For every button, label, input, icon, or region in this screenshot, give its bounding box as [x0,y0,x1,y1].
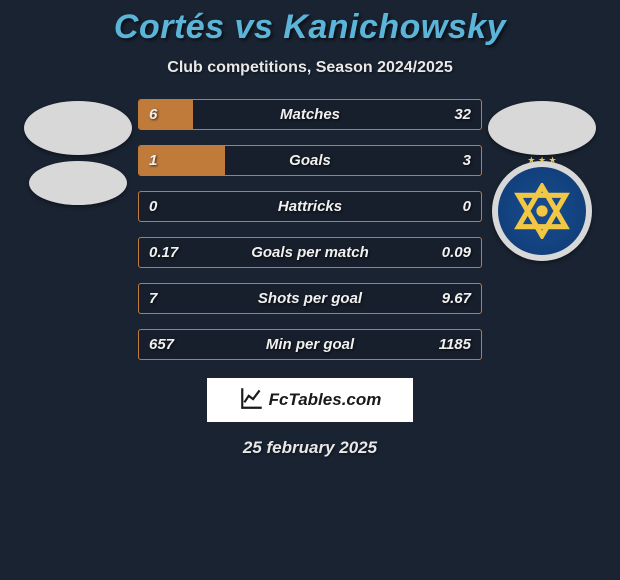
stats-area: 6 Matches 32 1 Goals 3 0 Hattricks 0 0.17 Goals pe… [0,99,620,360]
bar-fill-left [139,100,193,129]
stat-bar: 0 Hattricks 0 [138,191,482,222]
player2-club-badge: ★ ★ ★ [492,161,592,261]
player2-photo [488,101,596,155]
stat-value-right: 9.67 [442,290,471,307]
stat-value-left: 0 [149,198,157,215]
comparison-card: Cortés vs Kanichowsky Club competitions,… [0,0,620,580]
badge-top-stars: ★ ★ ★ [492,155,592,166]
page-title: Cortés vs Kanichowsky [114,8,506,47]
stat-label: Goals per match [251,244,369,261]
stat-value-right: 0 [463,198,471,215]
stat-label: Goals [289,152,331,169]
stat-bar: 1 Goals 3 [138,145,482,176]
stat-value-left: 6 [149,106,157,123]
stat-value-left: 0.17 [149,244,178,261]
stat-label: Matches [280,106,340,123]
stats-bars: 6 Matches 32 1 Goals 3 0 Hattricks 0 0.17 Goals pe… [138,99,482,360]
stat-bar: 657 Min per goal 1185 [138,329,482,360]
stat-label: Shots per goal [258,290,362,307]
stat-bar: 6 Matches 32 [138,99,482,130]
player1-photo [24,101,132,155]
right-player-column: ★ ★ ★ [482,99,602,261]
stat-value-right: 32 [454,106,471,123]
stat-value-right: 1185 [439,336,471,353]
stat-value-left: 1 [149,152,157,169]
left-player-column [18,99,138,211]
stat-value-left: 657 [149,336,174,353]
stat-bar: 0.17 Goals per match 0.09 [138,237,482,268]
stat-label: Min per goal [266,336,354,353]
chart-icon [239,385,265,416]
stat-bar: 7 Shots per goal 9.67 [138,283,482,314]
brand-footer[interactable]: FcTables.com [207,378,413,422]
subtitle: Club competitions, Season 2024/2025 [167,59,452,77]
stat-label: Hattricks [278,198,342,215]
stat-value-left: 7 [149,290,157,307]
date-text: 25 february 2025 [243,438,377,458]
player1-club-badge [29,161,127,205]
stat-value-right: 0.09 [442,244,471,261]
star-of-david-icon [514,183,570,239]
brand-text: FcTables.com [269,390,382,410]
badge-inner [498,167,586,255]
stat-value-right: 3 [463,152,471,169]
